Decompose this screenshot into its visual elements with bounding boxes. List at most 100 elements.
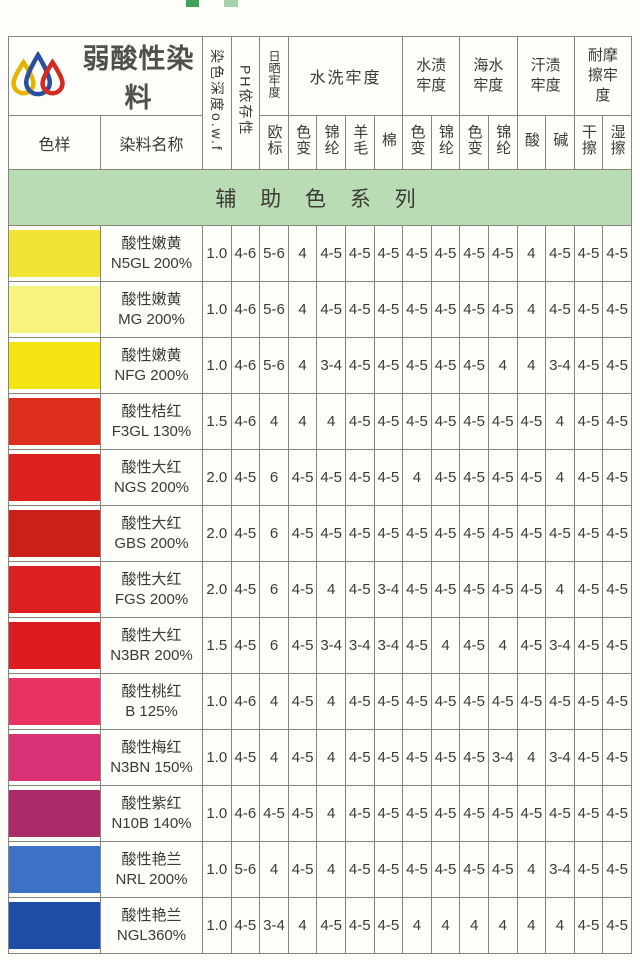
rating-value: 4-5 — [287, 617, 318, 674]
rating-value: 4-5 — [602, 897, 632, 954]
table-row: 酸性梅红 N3BN 150% 1.0 4-5 4 4-5 4 4-5 4-5 4-5 4-5 4-5 3… — [8, 729, 632, 786]
rating-value: 4-5 — [373, 505, 404, 562]
rating-value: 4-5 — [573, 281, 604, 338]
rating-value: 4-5 — [573, 785, 604, 842]
rating-value: 4 — [516, 225, 547, 282]
dye-name-code: FGS 200% — [114, 590, 189, 608]
rating-value: 4-5 — [459, 673, 489, 730]
dye-name-code: N3BR 200% — [110, 646, 193, 664]
table-row: 酸性艳兰 NRL 200% 1.0 5-6 4 4-5 4 4-5 4-5 4-5 4-5 4-5 4-… — [8, 841, 632, 898]
rating-value: 3-4 — [316, 337, 346, 394]
col-header-ph: PH依存性 — [230, 36, 261, 170]
rating-value: 6 — [259, 449, 289, 506]
rating-value: 4-5 — [516, 617, 547, 674]
rating-value: 2.0 — [202, 449, 232, 506]
rating-value: 3-4 — [259, 897, 289, 954]
color-swatch-cell — [8, 225, 101, 282]
table-row: 酸性大红 GBS 200% 2.0 4-5 6 4-5 4-5 4-5 4-5 4-5 4-5 4-5… — [8, 505, 632, 562]
rating-value: 4-5 — [402, 337, 432, 394]
rating-value: 4 — [316, 561, 346, 618]
rating-value: 3-4 — [344, 617, 375, 674]
rating-value: 4-5 — [459, 841, 489, 898]
rating-value: 4-5 — [230, 729, 261, 786]
rating-value: 4-6 — [230, 673, 261, 730]
dye-name-code: NGS 200% — [113, 478, 190, 496]
rating-value: 4 — [259, 729, 289, 786]
rating-value: 4 — [287, 281, 318, 338]
rating-value: 4-5 — [230, 449, 261, 506]
rating-value: 4-5 — [573, 673, 604, 730]
rating-value: 3-4 — [545, 729, 575, 786]
table-row: 酸性艳兰 NGL360% 1.0 4-5 3-4 4 4-5 4-5 4-5 4 4 4 4 4 4 4-5 4… — [8, 897, 632, 954]
rating-value: 4-5 — [316, 449, 346, 506]
rating-value: 4-5 — [430, 505, 461, 562]
rating-value: 4-5 — [373, 225, 404, 282]
rating-value: 4-5 — [459, 729, 489, 786]
rating-value: 4-5 — [344, 281, 375, 338]
dye-name-cell: 酸性梅红 N3BN 150% — [100, 729, 203, 786]
color-swatch-cell — [8, 673, 101, 730]
rating-value: 4-5 — [545, 225, 575, 282]
rating-value: 5-6 — [259, 225, 289, 282]
rating-value: 4-6 — [230, 785, 261, 842]
color-swatch-cell — [8, 729, 101, 786]
sub-header-wash-shade: 色变 — [287, 115, 318, 170]
color-swatch-cell — [8, 617, 101, 674]
rating-value: 4-5 — [487, 561, 518, 618]
rating-value: 4-5 — [344, 729, 375, 786]
rating-value: 4-5 — [487, 505, 518, 562]
rating-value: 4-5 — [573, 225, 604, 282]
table-row: 酸性桃红 B 125% 1.0 4-6 4 4-5 4 4-5 4-5 4-5 4-5 4-5 4-5 4… — [8, 673, 632, 730]
rating-value: 4-5 — [287, 841, 318, 898]
dye-name-cell: 酸性艳兰 NRL 200% — [100, 841, 203, 898]
dye-name-code: N10B 140% — [111, 814, 192, 832]
rating-value: 4-5 — [344, 449, 375, 506]
color-swatch — [9, 678, 100, 725]
rating-value: 4-5 — [573, 617, 604, 674]
header-row-subs: 色样 染料名称 欧标 色变 锦纶 羊毛 棉 色变 锦纶 色变 锦纶 酸 碱 干擦… — [8, 115, 632, 170]
rating-value: 4-5 — [573, 505, 604, 562]
rating-value: 4-5 — [545, 281, 575, 338]
rating-value: 4-6 — [230, 393, 261, 450]
rating-value: 4-5 — [602, 785, 632, 842]
rating-value: 4-5 — [487, 673, 518, 730]
dye-name-cell: 酸性大红 NGS 200% — [100, 449, 203, 506]
rating-value: 4-5 — [516, 561, 547, 618]
color-swatch-cell — [8, 561, 101, 618]
group-header-rub: 耐摩擦牢度 — [573, 36, 633, 116]
rating-value: 4 — [430, 897, 461, 954]
dye-name-code: N5GL 200% — [110, 254, 193, 272]
dye-name-chinese: 酸性大红 — [121, 627, 182, 644]
color-swatch — [9, 846, 100, 893]
rating-value: 5-6 — [230, 841, 261, 898]
rating-value: 4-5 — [602, 449, 632, 506]
color-swatch — [9, 790, 100, 837]
rating-value: 4-5 — [287, 561, 318, 618]
dye-name-code: NFG 200% — [114, 366, 189, 384]
rating-value: 4-5 — [487, 785, 518, 842]
rating-value: 4 — [545, 897, 575, 954]
dye-name-cell: 酸性紫红 N10B 140% — [100, 785, 203, 842]
rating-value: 1.0 — [202, 281, 232, 338]
rating-value: 4-5 — [402, 617, 432, 674]
rating-value: 4 — [545, 393, 575, 450]
table-row: 酸性大红 NGS 200% 2.0 4-5 6 4-5 4-5 4-5 4-5 4 4-5 4-5 4-… — [8, 449, 632, 506]
rating-value: 4-5 — [230, 897, 261, 954]
sub-header-wash-cotton: 棉 — [373, 115, 404, 170]
rating-value: 6 — [259, 505, 289, 562]
dye-name-chinese: 酸性桃红 — [121, 683, 182, 700]
rating-value: 2.0 — [202, 505, 232, 562]
rating-value: 4-5 — [430, 449, 461, 506]
sub-header-water-shade: 色变 — [402, 115, 432, 170]
rating-value: 4-5 — [402, 673, 432, 730]
dye-name-cell: 酸性桔红 F3GL 130% — [100, 393, 203, 450]
rating-value: 4-5 — [402, 841, 432, 898]
dye-name-cell: 酸性桃红 B 125% — [100, 673, 203, 730]
rating-value: 4-5 — [402, 729, 432, 786]
rating-value: 4-6 — [230, 337, 261, 394]
rating-value: 4-5 — [430, 561, 461, 618]
rating-value: 4-5 — [373, 449, 404, 506]
rating-value: 4-5 — [344, 337, 375, 394]
rating-value: 4 — [487, 337, 518, 394]
